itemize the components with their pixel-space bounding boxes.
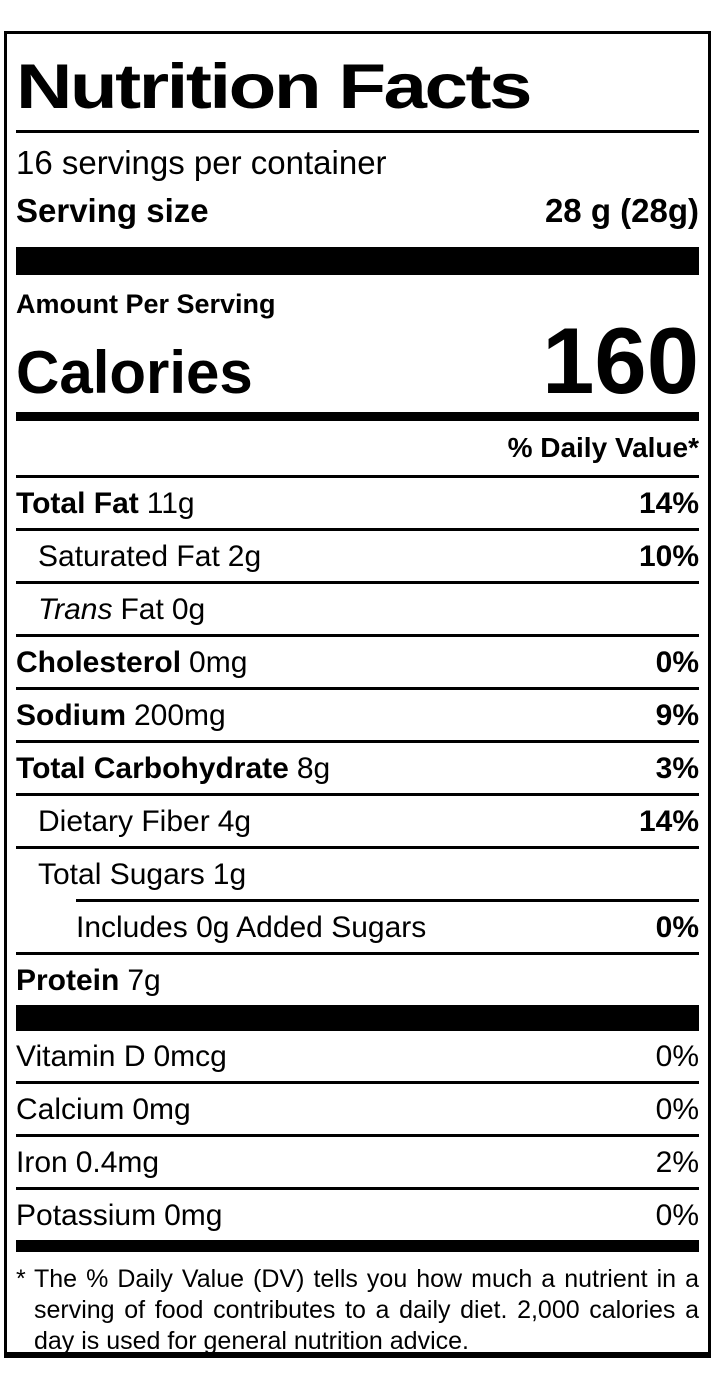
nutrient-row-trans-fat: Trans Fat 0g [16, 581, 699, 634]
nutrient-dv: 0% [655, 646, 699, 679]
nutrient-name-amount: Vitamin D 0mcg [16, 1040, 227, 1073]
amount-per-serving-label: Amount Per Serving [16, 289, 276, 319]
calories-row: Calories 160 [16, 308, 699, 413]
nutrient-dv: 0% [655, 1093, 699, 1126]
nutrient-name-amount: Total Carbohydrate 8g [16, 752, 331, 785]
nutrient-name-amount: Total Sugars 1g [38, 858, 247, 891]
nutrient-name-amount: Iron 0.4mg [16, 1146, 160, 1179]
nutrition-facts-label: Nutrition Facts 16 servings per containe… [4, 31, 711, 1358]
calories-value: 160 [542, 308, 699, 413]
nutrient-name-amount: Includes 0g Added Sugars [76, 911, 427, 944]
section-bar-middle [16, 1005, 699, 1031]
nutrient-dv: 0% [655, 1199, 699, 1232]
nutrient-row-cholesterol: Cholesterol 0mg 0% [16, 634, 699, 687]
serving-size-label: Serving size [16, 192, 209, 229]
section-bar-top [16, 247, 699, 275]
nutrient-dv: 0% [655, 911, 699, 944]
nutrient-name-amount: Cholesterol 0mg [16, 646, 248, 679]
section-bar-bottom [16, 1240, 699, 1252]
micronutrient-row-potassium: Potassium 0mg 0% [16, 1187, 699, 1240]
nutrient-row-sodium: Sodium 200mg 9% [16, 687, 699, 740]
micronutrient-row-calcium: Calcium 0mg 0% [16, 1081, 699, 1134]
nutrient-name-amount: Potassium 0mg [16, 1199, 223, 1232]
daily-value-footnote: * The % Daily Value (DV) tells you how m… [16, 1252, 699, 1355]
calories-divider-bar [16, 412, 699, 421]
added-sugars-rule-wrap: Includes 0g Added Sugars 0% [76, 899, 699, 952]
nutrient-name-amount: Trans Fat 0g [38, 593, 206, 626]
nutrient-row-total-fat: Total Fat 11g 14% [16, 475, 699, 528]
nutrient-dv: 9% [655, 699, 699, 732]
footnote-asterisk: * [16, 1265, 26, 1293]
nutrient-name-amount: Calcium 0mg [16, 1093, 191, 1126]
label-title: Nutrition Facts [16, 52, 532, 122]
servings-per-container: 16 servings per container [16, 144, 387, 181]
nutrient-dv: 14% [638, 487, 699, 520]
nutrient-dv: 10% [638, 540, 699, 573]
nutrient-name-amount: Dietary Fiber 4g [38, 805, 252, 838]
calories-label: Calories [16, 339, 253, 406]
nutrient-name-amount: Total Fat 11g [16, 487, 195, 520]
title-divider [16, 130, 699, 133]
daily-value-header: % Daily Value* [507, 432, 699, 463]
nutrient-row-added-sugars: Includes 0g Added Sugars 0% [76, 902, 699, 952]
nutrient-name-amount: Saturated Fat 2g [38, 540, 262, 573]
nutrient-dv: 2% [655, 1146, 699, 1179]
nutrient-dv: 0% [655, 1040, 699, 1073]
serving-size-value: 28 g (28g) [544, 192, 699, 229]
micronutrient-row-iron: Iron 0.4mg 2% [16, 1134, 699, 1187]
serving-size-row: Serving size 28 g (28g) [16, 189, 699, 233]
nutrient-name-amount: Protein 7g [16, 964, 161, 997]
nutrient-dv: 3% [655, 752, 699, 785]
nutrient-row-dietary-fiber: Dietary Fiber 4g 14% [16, 793, 699, 846]
micronutrient-row-vitamin-d: Vitamin D 0mcg 0% [16, 1031, 699, 1081]
nutrient-name-amount: Sodium 200mg [16, 699, 226, 732]
nutrient-row-total-carbohydrate: Total Carbohydrate 8g 3% [16, 740, 699, 793]
footnote-text: The % Daily Value (DV) tells you how muc… [34, 1265, 699, 1355]
nutrient-row-total-sugars: Total Sugars 1g [16, 846, 699, 899]
nutrient-row-protein: Protein 7g [16, 952, 699, 1005]
nutrient-row-saturated-fat: Saturated Fat 2g 10% [16, 528, 699, 581]
nutrient-dv: 14% [638, 805, 699, 838]
